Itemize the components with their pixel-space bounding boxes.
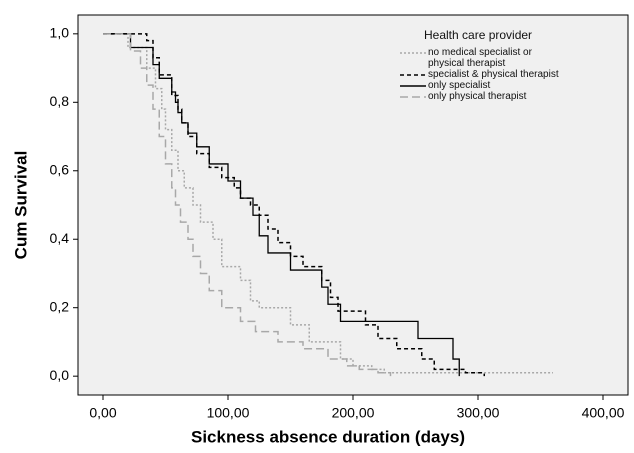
legend-label: specialist & physical therapist bbox=[428, 69, 559, 80]
legend-title: Health care provider bbox=[424, 28, 533, 42]
legend-swatch bbox=[400, 85, 426, 87]
survival-line bbox=[103, 33, 553, 374]
legend-entry: only physical therapist bbox=[398, 91, 626, 102]
legend-swatch bbox=[400, 52, 426, 54]
legend: Health care provider no medical speciali… bbox=[398, 28, 626, 102]
x-tick-label: 300,00 bbox=[457, 405, 500, 421]
legend-label: no medical specialist or physical therap… bbox=[428, 47, 532, 69]
y-tick-label: 1,0 bbox=[50, 25, 70, 41]
legend-entry: only specialist bbox=[398, 80, 626, 91]
legend-label: only physical therapist bbox=[428, 91, 527, 102]
legend-entry: specialist & physical therapist bbox=[398, 69, 626, 80]
y-tick-label: 0,0 bbox=[50, 367, 70, 383]
survival-line bbox=[103, 33, 460, 377]
y-tick-label: 0,8 bbox=[50, 93, 70, 109]
x-tick-label: 400,00 bbox=[582, 405, 625, 421]
legend-label: only specialist bbox=[428, 80, 491, 91]
legend-swatch bbox=[400, 74, 426, 76]
x-tick-label: 0,00 bbox=[89, 405, 116, 421]
x-tick-label: 100,00 bbox=[207, 405, 250, 421]
y-axis-title: Cum Survival bbox=[11, 151, 30, 260]
survival-line bbox=[103, 33, 392, 377]
legend-swatch bbox=[400, 96, 426, 98]
legend-entry: no medical specialist or physical therap… bbox=[398, 47, 626, 69]
y-tick-label: 0,6 bbox=[50, 161, 70, 177]
y-tick-label: 0,4 bbox=[50, 230, 70, 246]
y-tick-label: 0,2 bbox=[50, 298, 70, 314]
x-tick-label: 200,00 bbox=[332, 405, 375, 421]
x-axis-title: Sickness absence duration (days) bbox=[191, 427, 465, 446]
